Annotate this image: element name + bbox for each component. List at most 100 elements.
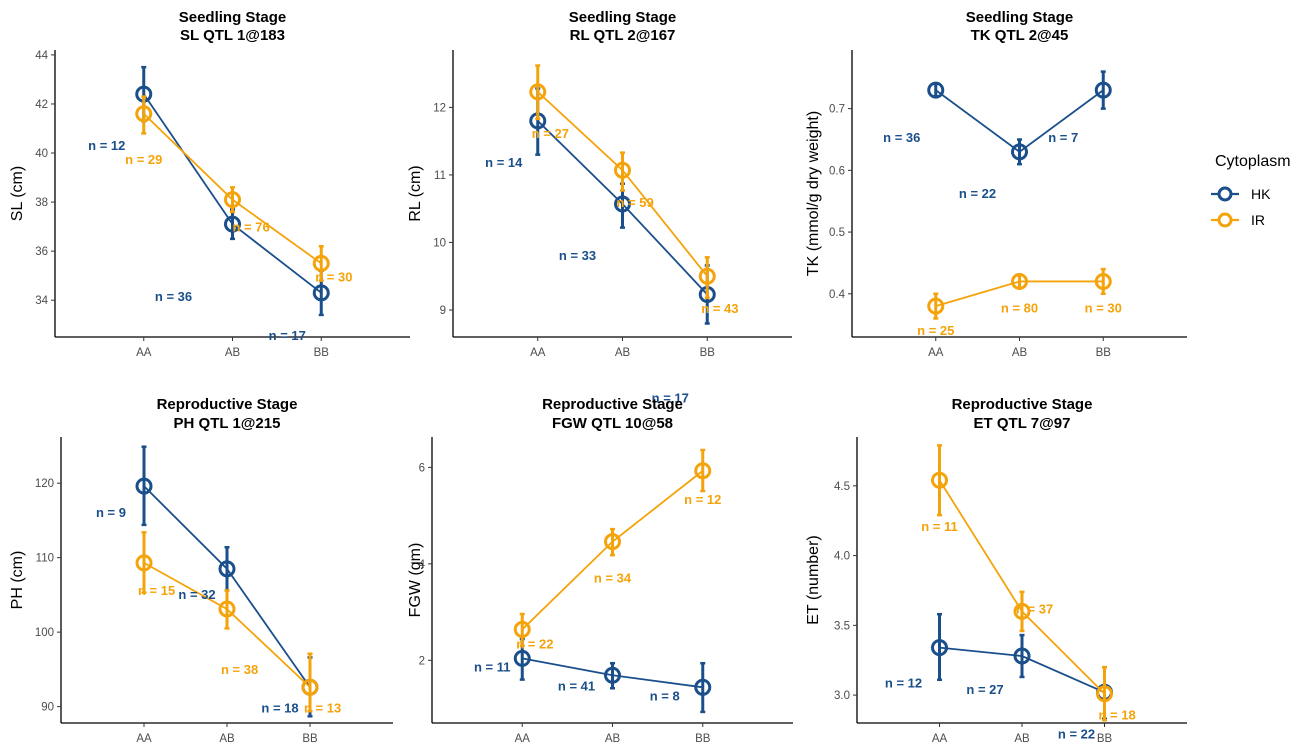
y-tick-label: 120 bbox=[35, 478, 54, 490]
sample-size-label-ir: n = 22 bbox=[516, 636, 553, 651]
sample-size-label-ir: n = 29 bbox=[125, 152, 162, 167]
x-tick-label: AA bbox=[136, 733, 152, 743]
data-point-hk bbox=[1013, 647, 1031, 665]
panel-5: Reproductive Stage FGW QTL 10@58 FGW (gm) 2… bbox=[407, 396, 793, 743]
data-point-ir bbox=[931, 471, 948, 489]
y-tick-label: 2 bbox=[419, 655, 425, 667]
y-tick-label: 36 bbox=[35, 246, 48, 258]
sample-size-label-ir: n = 12 bbox=[684, 492, 721, 507]
panel-subtitle: PH QTL 1@215 bbox=[174, 415, 281, 432]
data-point-ir bbox=[1013, 602, 1031, 620]
data-point-hk bbox=[604, 666, 621, 684]
sample-size-label-hk: n = 18 bbox=[261, 700, 298, 715]
panel-title: Seedling Stage bbox=[179, 9, 287, 26]
x-tick-label: BB bbox=[302, 733, 318, 743]
x-tick-label: AA bbox=[136, 347, 152, 359]
sample-size-label-ir: n = 13 bbox=[304, 700, 341, 715]
x-tick-label: AB bbox=[1012, 347, 1028, 359]
legend-hk-label: HK bbox=[1251, 186, 1271, 202]
data-point-hk bbox=[614, 195, 631, 213]
sample-size-label-hk: n = 7 bbox=[1048, 130, 1078, 145]
data-point-ir bbox=[218, 600, 236, 618]
x-tick-label: BB bbox=[695, 733, 711, 743]
sample-size-label-ir: n = 43 bbox=[701, 301, 738, 316]
panel-title: Reproductive Stage bbox=[952, 396, 1093, 413]
y-tick-label: 40 bbox=[35, 148, 48, 160]
data-point-ir bbox=[927, 297, 945, 315]
x-tick-label: BB bbox=[1097, 733, 1113, 743]
x-tick-label: AB bbox=[615, 347, 631, 359]
x-tick-label: AB bbox=[605, 733, 621, 743]
data-point-hk bbox=[927, 81, 945, 99]
sample-size-label-hk: n = 12 bbox=[88, 138, 125, 153]
data-point-hk bbox=[1094, 81, 1112, 99]
data-point-ir bbox=[1096, 685, 1113, 703]
data-point-ir bbox=[224, 191, 241, 209]
y-tick-label: 3.5 bbox=[834, 620, 850, 632]
x-tick-label: BB bbox=[314, 347, 330, 359]
sample-size-label-ir: n = 25 bbox=[917, 323, 954, 338]
y-tick-label: 3.0 bbox=[834, 690, 850, 702]
sample-size-label-hk: n = 41 bbox=[558, 678, 595, 693]
y-tick-label: 90 bbox=[41, 702, 54, 714]
panel-6: Reproductive Stage ET QTL 7@97 ET (number)… bbox=[805, 396, 1187, 743]
y-tick-label: 34 bbox=[35, 295, 48, 307]
y-axis-label: PH (cm) bbox=[9, 551, 26, 610]
legend-title: Cytoplasm bbox=[1215, 153, 1291, 170]
legend-hk-marker bbox=[1217, 186, 1233, 202]
x-tick-label: AA bbox=[932, 733, 948, 743]
data-point-ir bbox=[513, 620, 531, 638]
legend-ir-label: IR bbox=[1251, 212, 1265, 228]
y-tick-label: 0.6 bbox=[829, 165, 845, 177]
sample-size-label-ir: n = 38 bbox=[221, 662, 258, 677]
sample-size-label-hk: n = 12 bbox=[885, 676, 922, 691]
legend-item-hk: HK bbox=[1211, 186, 1271, 202]
sample-size-label-ir: n = 34 bbox=[594, 571, 632, 586]
data-point-hk bbox=[931, 639, 948, 657]
data-point-hk bbox=[694, 678, 712, 696]
legend-item-ir: IR bbox=[1211, 212, 1265, 228]
sample-size-label-hk: n = 36 bbox=[155, 289, 192, 304]
data-point-ir bbox=[135, 554, 153, 572]
data-point-ir bbox=[1094, 272, 1112, 290]
panel-title: Seedling Stage bbox=[569, 9, 677, 26]
data-point-ir bbox=[604, 533, 621, 551]
sample-size-label-ir: n = 59 bbox=[617, 195, 654, 210]
panel-subtitle: TK QTL 2@45 bbox=[971, 27, 1069, 44]
data-point-hk bbox=[312, 284, 330, 302]
data-point-hk bbox=[1011, 143, 1028, 161]
data-point-ir bbox=[135, 105, 153, 123]
sample-size-label-ir: n = 80 bbox=[1001, 300, 1038, 315]
sample-size-label-ir: n = 27 bbox=[532, 126, 569, 141]
sample-size-label-hk: n = 36 bbox=[883, 130, 920, 145]
sample-size-label-hk: n = 32 bbox=[178, 587, 215, 602]
legend: Cytoplasm HK IR bbox=[1211, 153, 1291, 228]
panel-subtitle: RL QTL 2@167 bbox=[570, 27, 676, 44]
y-tick-label: 12 bbox=[433, 102, 446, 114]
sample-size-label-hk: n = 17 bbox=[269, 328, 306, 343]
data-point-ir bbox=[301, 678, 319, 696]
sample-size-label-ir: n = 18 bbox=[1099, 708, 1136, 723]
sample-size-label-ir: n = 30 bbox=[315, 269, 352, 284]
panel-title: Reproductive Stage bbox=[542, 396, 683, 413]
sample-size-label-ir: n = 37 bbox=[1016, 601, 1053, 616]
y-axis-label: FGW (gm) bbox=[407, 543, 424, 618]
y-tick-label: 4 bbox=[419, 559, 426, 571]
y-tick-label: 9 bbox=[440, 305, 446, 317]
sample-size-label-hk: n = 33 bbox=[559, 248, 596, 263]
y-axis-label: RL (cm) bbox=[407, 165, 424, 221]
sample-size-label-ir: n = 11 bbox=[921, 519, 958, 534]
sample-size-label-hk: n = 17 bbox=[652, 390, 689, 405]
data-point-ir bbox=[698, 267, 716, 285]
y-tick-label: 0.7 bbox=[829, 104, 845, 116]
y-tick-label: 0.5 bbox=[829, 227, 845, 239]
data-point-hk bbox=[513, 649, 531, 667]
panel-title: Seedling Stage bbox=[966, 9, 1074, 26]
x-tick-label: AA bbox=[928, 347, 944, 359]
panel-4: Reproductive Stage PH QTL 1@215 PH (cm) 90 1… bbox=[9, 396, 393, 743]
y-tick-label: 38 bbox=[35, 197, 48, 209]
legend-ir-marker bbox=[1217, 212, 1233, 228]
sample-size-label-hk: n = 8 bbox=[650, 688, 680, 703]
